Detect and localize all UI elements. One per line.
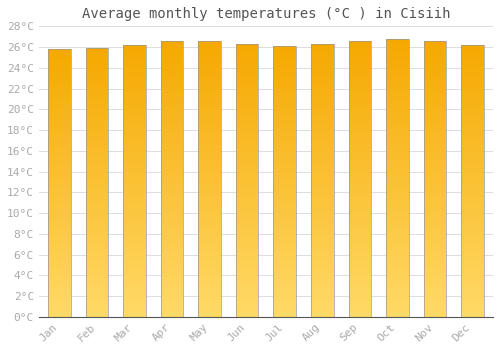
Bar (86, 48, 108, 317)
Bar (348, 41, 371, 317)
Bar (386, 39, 408, 317)
Bar (274, 46, 296, 317)
Bar (311, 44, 334, 317)
Bar (236, 44, 258, 317)
Bar (48, 49, 70, 317)
Bar (461, 45, 483, 317)
Title: Average monthly temperatures (°C ) in Cisiih: Average monthly temperatures (°C ) in Ci… (82, 7, 450, 21)
Bar (424, 41, 446, 317)
Bar (124, 45, 146, 317)
Bar (161, 41, 184, 317)
Bar (198, 41, 221, 317)
